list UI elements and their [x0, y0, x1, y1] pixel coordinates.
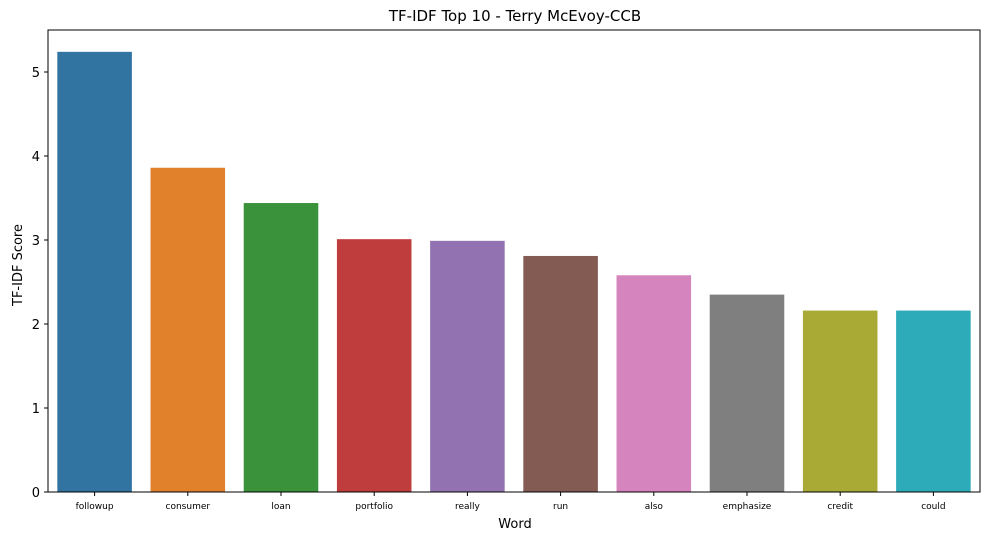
y-axis-title: TF-IDF Score [11, 224, 26, 307]
y-tick-label: 4 [32, 150, 40, 165]
x-tick-label: credit [827, 502, 853, 512]
y-axis-ticks: 0 1 2 3 4 5 [32, 66, 48, 501]
x-tick-label: really [455, 502, 481, 512]
x-tick-label: portfolio [355, 502, 393, 512]
bar-run [523, 255, 598, 492]
bar-followup [57, 51, 132, 493]
bar-could [896, 310, 971, 492]
plot-area-frame [47, 29, 981, 493]
bar-loan [243, 203, 319, 493]
bar-emphasize [709, 294, 785, 492]
bars-group [57, 51, 971, 493]
bar-credit [802, 310, 878, 492]
bar-consumer [150, 167, 226, 492]
y-tick-label: 5 [32, 66, 40, 81]
x-axis-title: Word [498, 517, 531, 532]
y-tick-label: 3 [32, 234, 40, 249]
chart-title: TF-IDF Top 10 - Terry McEvoy-CCB [388, 7, 641, 25]
bar-portfolio [336, 239, 412, 492]
bar-really [430, 240, 505, 492]
x-tick-label: followup [76, 502, 114, 512]
bar-also [616, 275, 692, 492]
x-tick-label: consumer [166, 502, 211, 512]
x-tick-label: loan [271, 502, 290, 512]
x-tick-label: run [553, 502, 568, 512]
y-tick-label: 2 [32, 318, 40, 333]
x-tick-label: also [645, 502, 664, 512]
y-tick-label: 0 [32, 486, 40, 501]
x-tick-label: emphasize [723, 502, 772, 512]
x-axis-ticks: followup consumer loan portfolio really run al… [76, 492, 946, 512]
x-tick-label: could [921, 502, 945, 512]
y-tick-label: 1 [32, 402, 40, 417]
